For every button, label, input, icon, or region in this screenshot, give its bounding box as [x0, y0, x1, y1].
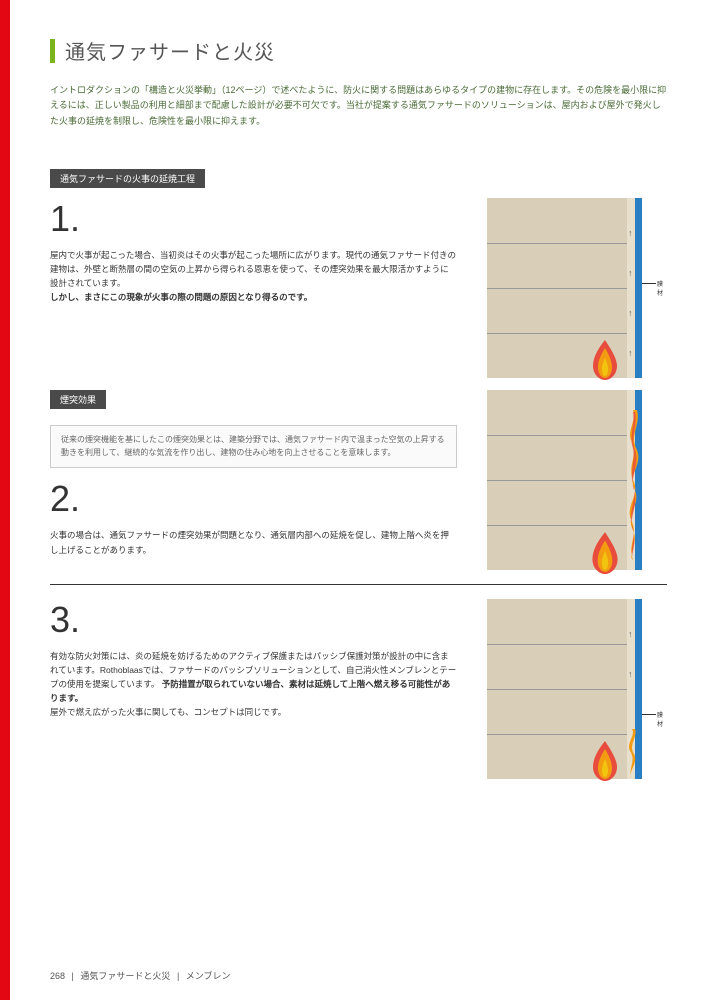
footer-b: メンブレン	[186, 971, 231, 981]
label-line	[642, 283, 656, 284]
step-3-diagram: ↑ ↑ 膜材	[477, 599, 667, 779]
chimney-label: 煙突効果	[50, 390, 106, 409]
arrow-up-icon: ↑	[628, 669, 633, 679]
floor-line	[487, 644, 627, 645]
floor-line	[487, 333, 627, 334]
membrane	[635, 198, 642, 378]
footer-sep: |	[177, 971, 179, 981]
chimney-text: 従来の煙突機能を基にしたこの煙突効果とは、建築分野では、通気ファサード内で温まっ…	[61, 434, 446, 460]
floor-line	[487, 525, 627, 526]
cavity-flame	[625, 410, 639, 560]
divider	[50, 584, 667, 585]
step-2-text-col: 煙突効果 従来の煙突機能を基にしたこの煙突効果とは、建築分野では、通気ファサード…	[50, 390, 477, 570]
chimney-box: 従来の煙突機能を基にしたこの煙突効果とは、建築分野では、通気ファサード内で温まっ…	[50, 425, 457, 469]
flame-icon	[587, 338, 623, 380]
title-row: 通気ファサードと火災	[50, 36, 667, 65]
step-1-text-b: しかし、まさにこの現象が火事の際の問題の原因となり得るのです。	[50, 292, 312, 302]
step-3-body: 有効な防火対策には、炎の延焼を妨げるためのアクティブ保護またはパッシブ保護対策が…	[50, 649, 457, 719]
step-3-text-c: 屋外で燃え広がった火事に関しても、コンセプトは同じです。	[50, 707, 286, 717]
footer-sep: |	[72, 971, 74, 981]
arrow-up-icon: ↑	[628, 268, 633, 278]
title-accent	[50, 39, 55, 63]
side-red-bar	[0, 0, 10, 1000]
floor-line	[487, 734, 627, 735]
floor-line	[487, 243, 627, 244]
facade-1: ↑ ↑ ↑ ↑ 膜材	[477, 198, 657, 378]
facade-3: ↑ ↑ 膜材	[477, 599, 657, 779]
arrow-up-icon: ↑	[628, 308, 633, 318]
membrane-label: 膜材	[657, 710, 663, 728]
page-title: 通気ファサードと火災	[65, 36, 275, 65]
step-3-text-col: 3. 有効な防火対策には、炎の延焼を妨げるためのアクティブ保護またはパッシブ保護…	[50, 599, 477, 779]
flame-icon	[585, 530, 625, 574]
cavity-flame-small	[625, 729, 639, 779]
facade-2	[477, 390, 657, 570]
step-3-row: 3. 有効な防火対策には、炎の延焼を妨げるためのアクティブ保護またはパッシブ保護…	[50, 599, 667, 779]
floor-line	[487, 480, 627, 481]
step-2-row: 煙突効果 従来の煙突機能を基にしたこの煙突効果とは、建築分野では、通気ファサード…	[50, 390, 667, 570]
step-1-text-a: 屋内で火事が起こった場合、当初炎はその火事が起こった場所に広がります。現代の通気…	[50, 250, 456, 288]
section-label: 通気ファサードの火事の延焼工程	[50, 169, 205, 188]
step-2-body: 火事の場合は、通気ファサードの煙突効果が問題となり、通気層内部への延焼を促し、建…	[50, 528, 457, 556]
flame-icon	[587, 739, 623, 781]
step-1-diagram: ↑ ↑ ↑ ↑ 膜材	[477, 198, 667, 378]
step-1-row: 1. 屋内で火事が起こった場合、当初炎はその火事が起こった場所に広がります。現代…	[50, 198, 667, 378]
floor-line	[487, 435, 627, 436]
arrow-up-icon: ↑	[628, 629, 633, 639]
step-1-body: 屋内で火事が起こった場合、当初炎はその火事が起こった場所に広がります。現代の通気…	[50, 248, 457, 304]
step-1-text: 1. 屋内で火事が起こった場合、当初炎はその火事が起こった場所に広がります。現代…	[50, 198, 477, 378]
page-footer: 268 | 通気ファサードと火災 | メンブレン	[50, 969, 231, 982]
page-content: 通気ファサードと火災 イントロダクションの「構造と火災挙動」（12ページ）で述べ…	[0, 0, 707, 811]
floor-line	[487, 689, 627, 690]
intro-text: イントロダクションの「構造と火災挙動」（12ページ）で述べたように、防火に関する…	[50, 83, 667, 129]
arrow-up-icon: ↑	[628, 348, 633, 358]
step-2-diagram	[477, 390, 667, 570]
step-1-number: 1.	[50, 198, 457, 240]
step-2-number: 2.	[50, 478, 457, 520]
floor-line	[487, 288, 627, 289]
step-3-number: 3.	[50, 599, 457, 641]
footer-page: 268	[50, 971, 65, 981]
membrane-label: 膜材	[657, 279, 663, 297]
footer-a: 通気ファサードと火災	[80, 971, 170, 981]
arrow-up-icon: ↑	[628, 228, 633, 238]
label-line	[642, 714, 656, 715]
